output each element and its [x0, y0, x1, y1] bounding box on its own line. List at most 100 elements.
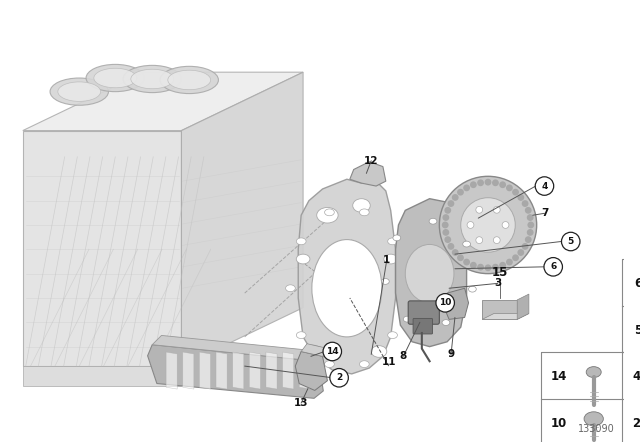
Ellipse shape — [477, 264, 484, 271]
Text: 10: 10 — [439, 298, 451, 307]
Ellipse shape — [527, 222, 534, 228]
Ellipse shape — [384, 254, 397, 264]
FancyBboxPatch shape — [408, 301, 439, 324]
Ellipse shape — [296, 238, 306, 245]
Circle shape — [323, 342, 342, 361]
Ellipse shape — [476, 207, 483, 213]
Bar — [622, 259, 640, 353]
Polygon shape — [283, 352, 294, 389]
Ellipse shape — [353, 199, 371, 212]
Polygon shape — [482, 300, 517, 319]
Ellipse shape — [522, 200, 529, 207]
Polygon shape — [266, 352, 277, 389]
Text: 133090: 133090 — [578, 424, 614, 434]
Ellipse shape — [442, 214, 449, 221]
Ellipse shape — [452, 249, 459, 256]
Polygon shape — [444, 288, 468, 319]
Text: 8: 8 — [400, 351, 407, 362]
Text: 12: 12 — [364, 156, 378, 166]
Text: 6: 6 — [634, 277, 640, 290]
Ellipse shape — [123, 65, 181, 93]
Polygon shape — [250, 352, 260, 389]
Ellipse shape — [527, 229, 534, 236]
Ellipse shape — [512, 254, 519, 261]
Ellipse shape — [388, 332, 397, 339]
Ellipse shape — [405, 245, 454, 303]
Polygon shape — [301, 344, 328, 356]
Ellipse shape — [517, 194, 524, 201]
Polygon shape — [350, 162, 386, 186]
Text: 2: 2 — [632, 417, 640, 430]
Ellipse shape — [429, 218, 437, 224]
Circle shape — [330, 369, 348, 387]
Ellipse shape — [468, 286, 476, 292]
Text: 9: 9 — [447, 349, 454, 359]
Circle shape — [436, 293, 454, 312]
Polygon shape — [300, 352, 310, 389]
Text: 15: 15 — [492, 266, 508, 279]
Text: 11: 11 — [381, 357, 396, 367]
Ellipse shape — [499, 262, 506, 269]
Ellipse shape — [381, 279, 389, 284]
Ellipse shape — [442, 229, 449, 236]
Bar — [541, 353, 640, 446]
Text: 5: 5 — [568, 237, 574, 246]
Polygon shape — [23, 72, 303, 130]
Ellipse shape — [470, 262, 477, 269]
Text: 14: 14 — [550, 370, 566, 383]
Polygon shape — [298, 179, 396, 374]
Ellipse shape — [492, 179, 499, 186]
Circle shape — [561, 232, 580, 251]
Ellipse shape — [506, 185, 513, 191]
Polygon shape — [233, 352, 244, 389]
Ellipse shape — [296, 332, 306, 339]
Ellipse shape — [457, 254, 464, 261]
Polygon shape — [166, 352, 177, 389]
Polygon shape — [517, 294, 529, 319]
Ellipse shape — [388, 238, 397, 245]
Ellipse shape — [512, 189, 519, 196]
Polygon shape — [181, 72, 303, 366]
Ellipse shape — [470, 181, 477, 188]
Ellipse shape — [484, 264, 492, 271]
Text: 4: 4 — [541, 181, 548, 190]
Ellipse shape — [168, 70, 211, 90]
Ellipse shape — [86, 65, 145, 92]
Text: 1: 1 — [383, 255, 390, 265]
Polygon shape — [482, 314, 529, 319]
Ellipse shape — [502, 222, 509, 228]
Ellipse shape — [403, 316, 411, 322]
Ellipse shape — [371, 346, 387, 358]
Ellipse shape — [457, 189, 464, 196]
Ellipse shape — [525, 207, 532, 214]
Ellipse shape — [517, 249, 524, 256]
Ellipse shape — [499, 181, 506, 188]
Ellipse shape — [467, 222, 474, 228]
Polygon shape — [152, 336, 328, 362]
Ellipse shape — [296, 254, 310, 264]
Ellipse shape — [461, 198, 515, 252]
Ellipse shape — [527, 214, 534, 221]
Ellipse shape — [360, 361, 369, 367]
Polygon shape — [295, 352, 328, 390]
Text: 4: 4 — [632, 370, 640, 383]
Text: 2: 2 — [336, 373, 342, 382]
Polygon shape — [23, 130, 181, 366]
Ellipse shape — [393, 235, 401, 241]
Polygon shape — [23, 366, 181, 386]
Ellipse shape — [586, 366, 601, 378]
Circle shape — [544, 258, 563, 276]
Polygon shape — [216, 352, 227, 389]
Polygon shape — [148, 345, 323, 398]
Text: 5: 5 — [634, 323, 640, 336]
Text: 13: 13 — [294, 398, 308, 408]
Ellipse shape — [463, 185, 470, 191]
Ellipse shape — [439, 177, 537, 274]
Ellipse shape — [522, 243, 529, 250]
Ellipse shape — [324, 209, 334, 216]
Ellipse shape — [94, 68, 137, 88]
Text: 10: 10 — [550, 417, 566, 430]
Ellipse shape — [525, 236, 532, 243]
Ellipse shape — [399, 285, 408, 292]
Polygon shape — [200, 352, 211, 389]
